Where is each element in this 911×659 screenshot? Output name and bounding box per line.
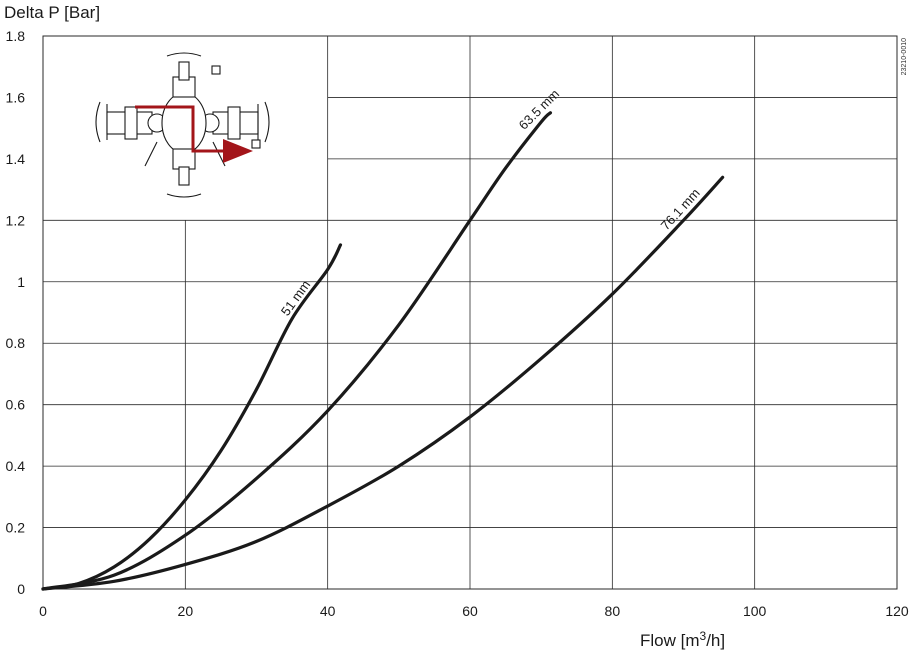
y-tick-label: 0 [17,581,25,597]
y-axis-title: Delta P [Bar] [4,3,100,22]
y-tick-label: 0.2 [6,520,26,536]
flow-arrow [135,105,223,153]
x-tick-label: 0 [39,603,47,619]
series-line-51-mm [41,243,343,591]
x-axis-title: Flow [m3/h] [640,629,725,650]
x-tick-label: 80 [605,603,621,619]
x-tick-label: 20 [178,603,194,619]
grid [42,35,898,590]
y-tick-label: 0.8 [6,335,26,351]
y-tick-label: 1.6 [6,89,26,105]
series-line-63-5-mm [41,111,553,591]
document-id: 23210-0010 [901,38,908,75]
y-tick-label: 0.4 [6,458,26,474]
x-tick-label: 40 [320,603,336,619]
x-tick-labels: 0 20 40 60 80 100 120 [39,603,909,619]
flow-arrow-head [223,139,253,163]
series-line-76-1-mm [41,175,725,591]
x-tick-label: 120 [885,603,909,619]
y-tick-labels: 0 0.2 0.4 0.6 0.8 1 1.2 1.4 1.6 1.8 [6,28,26,597]
x-tick-label: 60 [462,603,478,619]
y-tick-label: 1.2 [6,212,26,228]
y-tick-label: 1.4 [6,151,26,167]
y-tick-label: 1 [17,274,25,290]
y-tick-label: 1.8 [6,28,26,44]
valve-diagram-inset [95,52,270,198]
x-tick-label: 100 [743,603,767,619]
y-tick-label: 0.6 [6,397,26,413]
